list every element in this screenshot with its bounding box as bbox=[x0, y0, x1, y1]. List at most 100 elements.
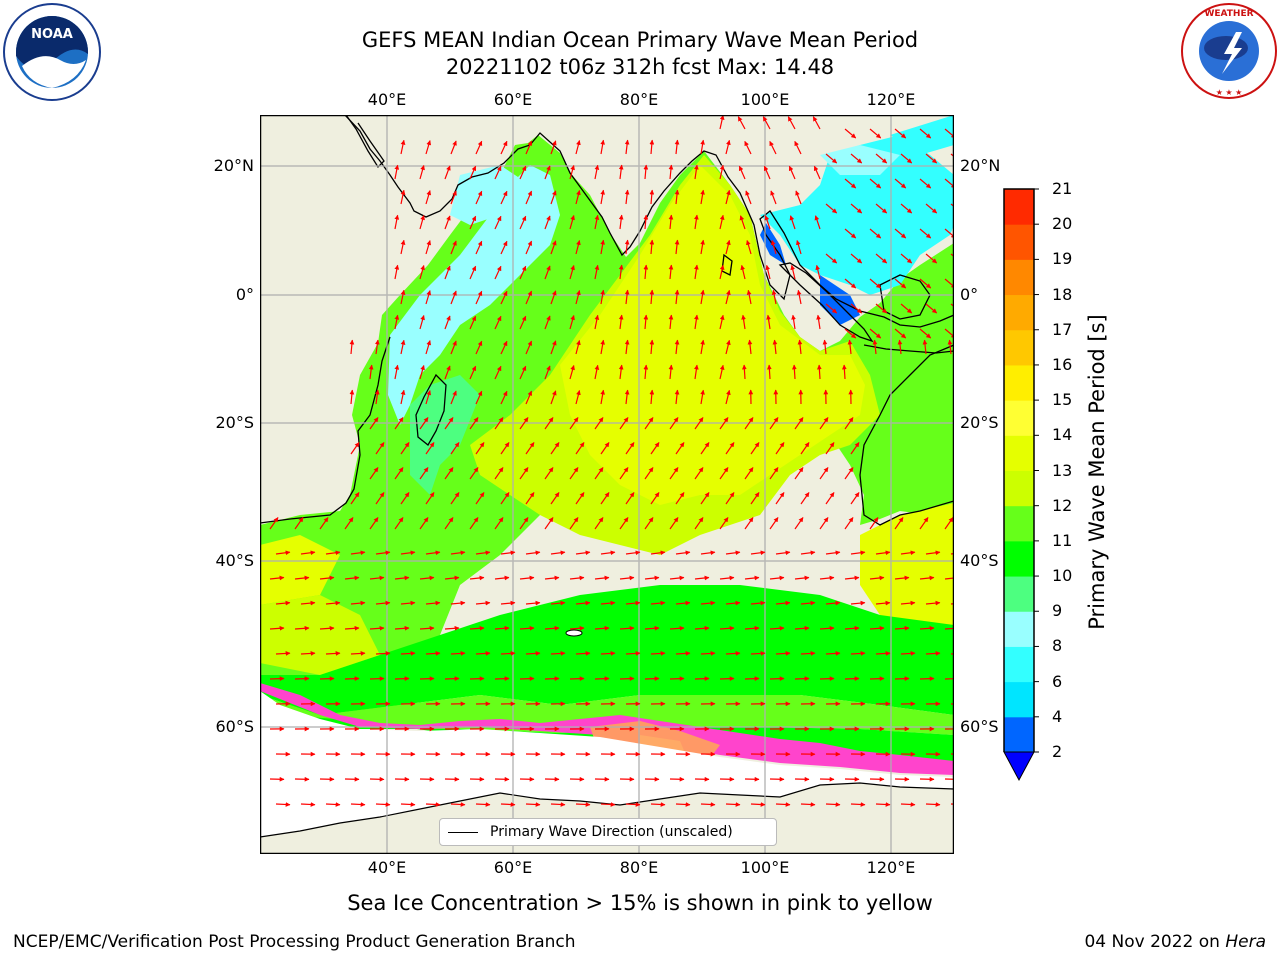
chart-subtitle: 20221102 t06z 312h fcst Max: 14.48 bbox=[445, 55, 835, 79]
wave-direction-arrow bbox=[625, 442, 635, 455]
colorbar-tick-label: 6 bbox=[1052, 671, 1063, 691]
wave-direction-arrow bbox=[819, 417, 829, 430]
wave-direction-arrow bbox=[319, 625, 335, 631]
wave-direction-arrow bbox=[725, 389, 731, 405]
wave-direction-arrow bbox=[745, 240, 752, 255]
colorbar-segment bbox=[1004, 716, 1034, 753]
wave-direction-arrow bbox=[744, 467, 754, 480]
wave-direction-arrow bbox=[700, 139, 705, 155]
wave-direction-arrow bbox=[469, 625, 485, 631]
wave-direction-arrow bbox=[919, 676, 935, 682]
lat-tick-right: 0° bbox=[960, 285, 979, 304]
wave-direction-arrow bbox=[649, 239, 655, 255]
wave-direction-arrow bbox=[825, 442, 835, 455]
colorbar-tick-label: 21 bbox=[1052, 179, 1073, 198]
wave-direction-arrow bbox=[300, 802, 316, 807]
wave-direction-arrow bbox=[644, 625, 660, 631]
wave-direction-arrow bbox=[624, 189, 630, 205]
wave-direction-arrow bbox=[744, 625, 760, 631]
wave-direction-arrow bbox=[750, 651, 766, 656]
wave-direction-arrow bbox=[500, 240, 508, 255]
wave-direction-arrow bbox=[812, 116, 821, 130]
wave-direction-arrow bbox=[850, 253, 863, 264]
wave-direction-arrow bbox=[569, 265, 575, 280]
wave-direction-arrow bbox=[725, 139, 731, 155]
wave-direction-arrow bbox=[600, 189, 606, 205]
wave-direction-arrow bbox=[500, 340, 508, 355]
sumatra-coast bbox=[778, 262, 874, 343]
period-zone bbox=[890, 115, 954, 155]
wave-direction-arrow bbox=[844, 328, 857, 339]
wave-direction-arrow bbox=[725, 802, 741, 807]
lon-tick-bottom: 100°E bbox=[740, 858, 790, 877]
wave-direction-arrow bbox=[594, 625, 610, 631]
wave-direction-arrow bbox=[419, 315, 425, 330]
wave-direction-arrow bbox=[766, 364, 772, 380]
wave-direction-arrow bbox=[469, 467, 479, 480]
wave-direction-arrow bbox=[400, 289, 406, 305]
lon-tick-bottom: 60°E bbox=[493, 858, 533, 877]
period-zone bbox=[560, 165, 865, 505]
wave-direction-arrow bbox=[925, 651, 941, 656]
wave-direction-arrow bbox=[419, 215, 425, 230]
wave-direction-arrow bbox=[550, 651, 566, 656]
wave-direction-arrow bbox=[775, 802, 791, 807]
wave-direction-arrow bbox=[350, 442, 360, 455]
wave-direction-arrow bbox=[550, 290, 557, 305]
wave-direction-arrow bbox=[825, 492, 835, 505]
wave-direction-arrow bbox=[519, 165, 527, 180]
wave-direction-arrow bbox=[789, 215, 796, 230]
legend-line-swatch bbox=[448, 831, 478, 833]
wave-direction-arrow bbox=[600, 289, 606, 305]
wave-direction-arrow bbox=[694, 364, 699, 380]
wave-direction-arrow bbox=[875, 651, 891, 656]
colorbar-segment bbox=[1004, 646, 1034, 683]
wave-direction-arrow bbox=[344, 575, 360, 581]
wave-direction-arrow bbox=[872, 339, 878, 355]
wave-direction-arrow bbox=[796, 289, 802, 305]
wave-direction-arrow bbox=[469, 215, 477, 230]
wave-direction-arrow bbox=[850, 600, 866, 606]
red-sea-coast bbox=[345, 115, 385, 169]
wave-direction-arrow bbox=[649, 289, 655, 305]
wave-direction-arrow bbox=[525, 802, 541, 807]
colorbar-tick-label: 2 bbox=[1052, 742, 1063, 761]
wave-direction-arrow bbox=[741, 314, 746, 330]
wave-direction-arrow bbox=[669, 517, 679, 530]
wave-direction-arrow bbox=[519, 676, 535, 682]
wave-direction-arrow bbox=[425, 390, 432, 405]
wave-direction-arrow bbox=[575, 492, 585, 505]
wave-direction-arrow bbox=[764, 215, 771, 230]
wave-direction-arrow bbox=[650, 651, 666, 656]
wave-direction-arrow bbox=[469, 575, 485, 581]
wave-direction-arrow bbox=[719, 517, 729, 530]
footer-machine: Hera bbox=[1225, 932, 1266, 952]
wave-direction-arrow bbox=[275, 600, 291, 606]
noaa-logo: NOAA bbox=[2, 2, 102, 102]
coastline bbox=[344, 115, 954, 328]
wave-direction-arrow bbox=[674, 339, 680, 355]
wave-direction-arrow bbox=[519, 315, 527, 330]
wave-direction-arrow bbox=[469, 315, 477, 330]
wave-direction-arrow bbox=[795, 190, 802, 205]
wave-direction-arrow bbox=[494, 467, 504, 480]
wave-direction-arrow bbox=[844, 676, 860, 682]
wave-direction-arrow bbox=[419, 165, 425, 180]
wave-direction-arrow bbox=[822, 339, 828, 355]
wave-direction-arrow bbox=[825, 303, 838, 314]
wave-direction-arrow bbox=[750, 442, 760, 455]
wave-direction-arrow bbox=[744, 575, 760, 581]
wave-direction-arrow bbox=[844, 575, 860, 581]
lat-tick-left: 40°S bbox=[215, 551, 254, 570]
wave-direction-arrow bbox=[894, 575, 910, 581]
wave-direction-arrow bbox=[650, 492, 660, 505]
wave-direction-arrow bbox=[394, 164, 400, 180]
wave-direction-arrow bbox=[719, 575, 735, 581]
wave-direction-arrow bbox=[500, 492, 510, 505]
wave-direction-arrow bbox=[675, 600, 691, 606]
wave-direction-arrow bbox=[494, 417, 504, 430]
wave-direction-arrow bbox=[394, 417, 404, 430]
wave-direction-arrow bbox=[725, 289, 731, 305]
nws-logo: WEATHER ★ ★ ★ bbox=[1180, 2, 1278, 100]
wave-direction-arrow bbox=[894, 128, 907, 139]
